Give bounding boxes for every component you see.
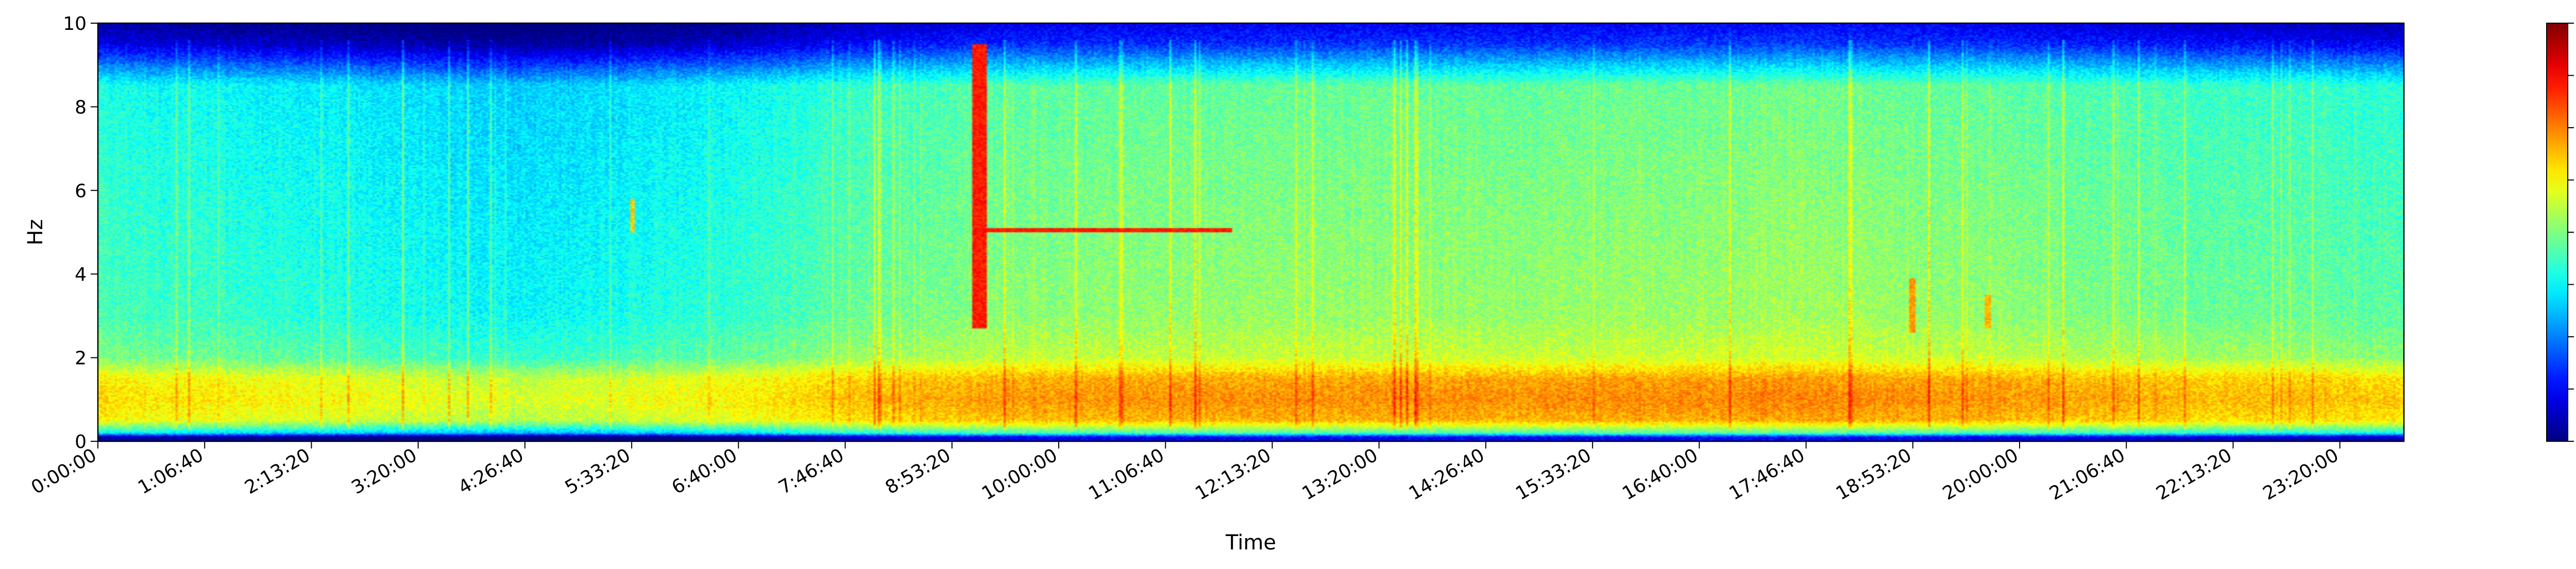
- y-axis-label: Hz: [24, 219, 47, 245]
- x-tick-label: 8:53:20: [882, 444, 955, 498]
- y-tick-label: 8: [75, 97, 87, 118]
- y-tick-label: 2: [75, 348, 87, 369]
- spectrogram-image: [98, 23, 2404, 441]
- colorbar: +0 dB-10 dB-20 dB-30 dB-40 dB-50 dB-60 d…: [2546, 23, 2574, 442]
- y-tick-label: 0: [75, 432, 87, 453]
- x-tick-label: 0:00:00: [28, 444, 100, 498]
- x-tick-label: 3:20:00: [348, 444, 420, 498]
- x-tick-label: 12:13:20: [1192, 444, 1275, 504]
- x-tick-label: 1:06:40: [134, 444, 207, 498]
- y-tick-label: 10: [63, 13, 87, 35]
- x-tick-label: 23:20:00: [2260, 444, 2343, 504]
- x-tick-label: 14:26:40: [1405, 444, 1488, 504]
- x-tick-label: 13:20:00: [1299, 444, 1382, 504]
- x-tick-label: 11:06:40: [1085, 444, 1168, 504]
- x-axis-ticks: 0:00:00 1:06:40 2:13:20 3:20:00 4:26:40 5:33:…: [28, 441, 2342, 505]
- x-axis-label: Time: [1225, 531, 1276, 555]
- y-axis-ticks: 0 2 4 6 8 10: [63, 13, 98, 453]
- x-tick-label: 15:33:20: [1512, 444, 1595, 504]
- plot-frame: [97, 22, 2405, 442]
- plot-area: [97, 22, 2405, 442]
- x-tick-label: 17:46:40: [1726, 444, 1809, 504]
- x-tick-label: 20:00:00: [1939, 444, 2022, 504]
- x-tick-label: 21:06:40: [2046, 444, 2129, 504]
- x-tick-label: 5:33:20: [562, 444, 634, 498]
- x-tick-label: 6:40:00: [668, 444, 741, 498]
- x-tick-label: 7:46:40: [775, 444, 848, 498]
- x-tick-label: 16:40:00: [1619, 444, 1702, 504]
- colorbar-scale: [2546, 23, 2568, 442]
- x-tick-label: 22:13:20: [2153, 444, 2235, 504]
- x-tick-label: 4:26:40: [455, 444, 528, 498]
- y-tick-label: 6: [75, 181, 87, 202]
- x-tick-label: 2:13:20: [241, 444, 314, 498]
- y-tick-label: 4: [75, 264, 87, 285]
- x-tick-label: 10:00:00: [978, 444, 1061, 504]
- x-tick-label: 18:53:20: [1833, 444, 1916, 504]
- colorbar-ticks: +0 dB-10 dB-20 dB-30 dB-40 dB-50 dB-60 d…: [2568, 23, 2574, 442]
